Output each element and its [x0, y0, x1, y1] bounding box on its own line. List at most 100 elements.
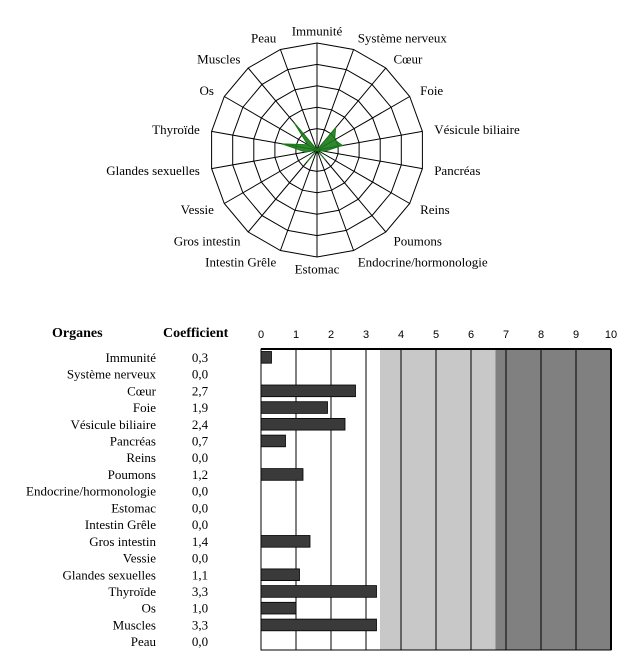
bar-value-label-immunite: 0,3 — [192, 350, 208, 365]
bar-category-label-thyroide: Thyroïde — [108, 584, 156, 599]
radar-axis-label-peau: Peau — [251, 31, 277, 46]
bar-category-label-glandes-sexuelles: Glandes sexuelles — [62, 567, 156, 582]
bar-category-label-poumons: Poumons — [108, 467, 156, 482]
bar-value-label-intestin-grele: 0,0 — [192, 517, 208, 532]
radar-point-peau — [316, 149, 318, 151]
radar-axis-label-os: Os — [199, 83, 213, 98]
bar-value-label-muscles: 3,3 — [192, 617, 208, 632]
radar-spoke-peau — [279, 49, 318, 151]
bar-x-tick-label-0: 0 — [258, 329, 264, 341]
radar-spoke-vessie — [224, 149, 318, 204]
radar-axis-label-endocrine-hormonologie: Endocrine/hormonologie — [358, 254, 488, 269]
radar-point-poumons — [324, 159, 327, 161]
radar-axis-label-muscles: Muscles — [197, 51, 240, 66]
bar-immunite — [260, 351, 272, 364]
bar-value-label-coeur: 2,7 — [192, 383, 209, 398]
radar-axis-label-thyroide: Thyroïde — [152, 122, 200, 137]
bar-value-label-endocrine-hormonologie: 0,0 — [192, 484, 208, 499]
radar-axis-label-vessie: Vessie — [181, 202, 214, 217]
bar-x-tick-label-4: 4 — [398, 329, 404, 341]
bar-category-label-intestin-grele: Intestin Grêle — [85, 517, 156, 532]
bar-category-label-peau: Peau — [131, 634, 157, 649]
bar-category-label-foie: Foie — [133, 400, 156, 415]
bar-category-label-systeme-nerveux: Système nerveux — [67, 367, 157, 382]
radar-point-os — [306, 143, 309, 146]
bar-muscles — [260, 618, 377, 632]
radar-axis-label-intestin-grele: Intestin Grêle — [205, 254, 276, 269]
radar-point-thyroide — [281, 143, 284, 145]
radar-axis-label-poumons: Poumons — [394, 234, 442, 249]
radar-spoke-pancreas — [316, 149, 423, 170]
bar-value-label-peau: 0,0 — [192, 634, 208, 649]
radar-point-glandes-sexuelles — [304, 151, 307, 153]
bar-vesicule-biliaire — [260, 417, 346, 431]
radar-point-vesicule-biliaire — [341, 144, 344, 147]
bar-category-label-vessie: Vessie — [123, 551, 156, 566]
bar-value-label-thyroide: 3,3 — [192, 584, 208, 599]
bar-value-label-reins: 0,0 — [192, 450, 208, 465]
radar-spoke-intestin-grele — [279, 149, 318, 251]
bar-gros-intestin — [260, 535, 311, 548]
radar-axis-label-pancreas: Pancréas — [434, 163, 480, 178]
bar-band-3 — [495, 349, 611, 650]
radar-axis-label-reins: Reins — [420, 202, 450, 217]
bar-value-label-os: 1,0 — [192, 601, 208, 616]
bar-category-label-pancreas: Pancréas — [110, 434, 156, 449]
radar-series-area — [282, 122, 344, 162]
bar-pancreas — [260, 434, 286, 448]
bar-value-label-estomac: 0,0 — [192, 500, 208, 515]
bar-x-tick-label-5: 5 — [433, 329, 439, 341]
bar-x-tick-label-2: 2 — [328, 329, 334, 341]
bar-category-label-immunite: Immunité — [105, 350, 156, 365]
bar-value-label-foie: 1,9 — [192, 400, 208, 415]
radar-chart: Immunité Système nerveux Cœur Foie Vésicule … — [106, 24, 520, 277]
bar-category-label-muscles: Muscles — [113, 617, 156, 632]
radar-spoke-systeme-nerveux — [316, 49, 355, 151]
radar-point-foie — [333, 139, 336, 141]
radar-point-muscles — [293, 122, 296, 124]
bar-chart: 0 1 2 3 4 5 6 7 8 9 10 Immunité 0,3 Système nerveux 0,… — [26, 329, 617, 651]
radar-axis-label-immunite: Immunité — [292, 24, 343, 39]
bar-x-tick-label-6: 6 — [468, 329, 474, 341]
radar-axis-label-vesicule-biliaire: Vésicule biliaire — [434, 122, 520, 137]
bar-value-label-systeme-nerveux: 0,0 — [192, 367, 208, 382]
bar-x-tick-label-3: 3 — [363, 329, 369, 341]
radar-axis-label-estomac: Estomac — [295, 262, 340, 277]
bar-value-label-vessie: 0,0 — [192, 551, 208, 566]
bar-x-tick-label-8: 8 — [538, 329, 544, 341]
coefficient-column-header: Coefficient — [163, 326, 229, 341]
radar-point-immunite — [316, 146, 318, 148]
bar-category-label-os: Os — [142, 601, 156, 616]
bar-category-label-coeur: Cœur — [127, 383, 157, 398]
bar-category-label-estomac: Estomac — [111, 500, 156, 515]
radar-spoke-gros-intestin — [247, 149, 318, 233]
bar-value-label-vesicule-biliaire: 2,4 — [192, 417, 209, 432]
radar-axis-label-glandes-sexuelles: Glandes sexuelles — [106, 163, 200, 178]
bar-category-label-endocrine-hormonologie: Endocrine/hormonologie — [26, 484, 156, 499]
bar-foie — [260, 401, 328, 414]
radar-axis-label-systeme-nerveux: Système nerveux — [358, 31, 448, 46]
bar-category-label-gros-intestin: Gros intestin — [89, 534, 156, 549]
radar-spoke-os — [224, 96, 318, 151]
bar-category-label-reins: Reins — [126, 450, 156, 465]
radar-spoke-reins — [316, 149, 410, 204]
bar-os — [260, 601, 297, 615]
bar-value-label-poumons: 1,2 — [192, 467, 208, 482]
bar-poumons — [260, 468, 304, 481]
radar-spoke-glandes-sexuelles — [211, 149, 318, 170]
bar-band-2 — [380, 349, 496, 650]
radar-point-pancreas — [323, 150, 326, 153]
bar-x-tick-label-10: 10 — [605, 329, 617, 341]
radar-spoke-poumons — [316, 149, 387, 233]
radar-axis-label-coeur: Cœur — [394, 51, 424, 66]
bar-value-label-gros-intestin: 1,4 — [192, 534, 209, 549]
bar-glandes-sexuelles — [260, 568, 300, 582]
radar-point-gros-intestin — [306, 160, 309, 163]
bar-value-label-pancreas: 0,7 — [192, 434, 209, 449]
radar-axis-label-foie: Foie — [420, 83, 443, 98]
radar-spoke-endocrine-hormonologie — [316, 149, 355, 251]
bar-x-tick-label-7: 7 — [503, 329, 509, 341]
bar-x-tick-label-1: 1 — [293, 329, 299, 341]
bar-band-1 — [261, 349, 380, 650]
